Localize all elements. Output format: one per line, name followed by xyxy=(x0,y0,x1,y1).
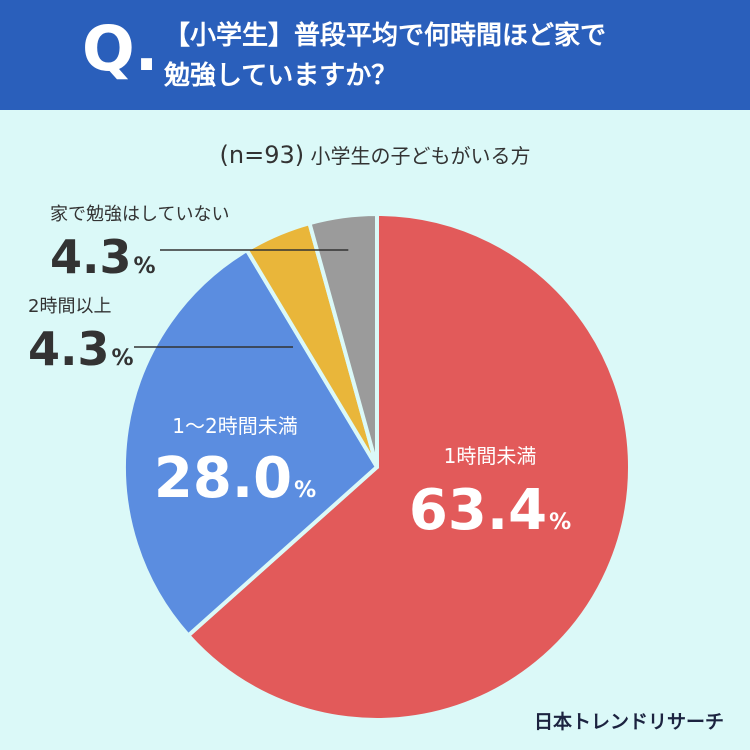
slice-label-no-study: 家で勉強はしていない 4.3% xyxy=(50,200,229,280)
sample-size-label: (n=93) 小学生の子どもがいる方 xyxy=(0,140,750,169)
slice-value-no-study: 4.3% xyxy=(50,230,156,284)
brand-logo-text: 日本トレンドリサーチ xyxy=(533,711,724,733)
question-text: 【小学生】普段平均で何時間ほど家で 勉強していますか？ xyxy=(164,16,724,96)
pie-slice-no-study xyxy=(307,212,379,469)
pie-slice-under-1h xyxy=(186,212,632,722)
slice-name-1-2h: 1〜2時間未満 xyxy=(172,414,298,438)
slice-value-1-2h: 28.0% xyxy=(153,446,317,511)
sample-n: (n=93) xyxy=(219,141,305,169)
slice-name-under-1h: 1時間未満 xyxy=(443,444,537,468)
slice-label-1-2h: 1〜2時間未満 28.0% xyxy=(130,410,340,507)
question-header: Q. 【小学生】普段平均で何時間ほど家で 勉強していますか？ xyxy=(0,0,750,110)
slice-value-under-1h: 63.4% xyxy=(408,478,572,543)
question-line-2: 勉強していますか？ xyxy=(164,61,398,91)
question-mark: Q. xyxy=(82,12,159,85)
question-line-1: 【小学生】普段平均で何時間ほど家で xyxy=(164,21,607,51)
slice-name-no-study: 家で勉強はしていない xyxy=(50,204,230,225)
sample-group: 小学生の子どもがいる方 xyxy=(310,144,531,168)
slice-name-over-2h: 2時間以上 xyxy=(28,296,112,317)
slice-label-over-2h: 2時間以上 4.3% xyxy=(28,292,134,372)
slice-value-over-2h: 4.3% xyxy=(28,322,134,376)
slice-label-under-1h: 1時間未満 63.4% xyxy=(390,440,590,539)
